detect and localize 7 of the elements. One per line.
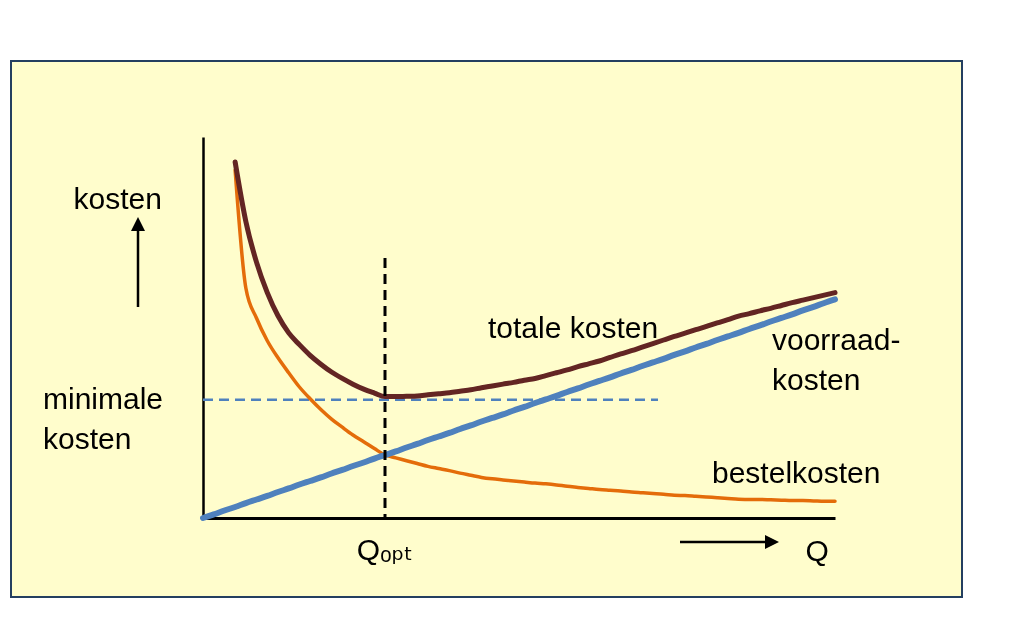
y-axis-title: kosten	[73, 181, 162, 215]
series-label: bestelkosten	[712, 456, 881, 489]
series-label: voorraad- kosten	[772, 323, 901, 396]
x-axis-title: Q	[805, 533, 829, 567]
series-label: totale kosten	[488, 311, 659, 344]
text: Qₒₚₜ	[356, 533, 414, 566]
ref-line-label: minimale kosten	[43, 381, 164, 455]
